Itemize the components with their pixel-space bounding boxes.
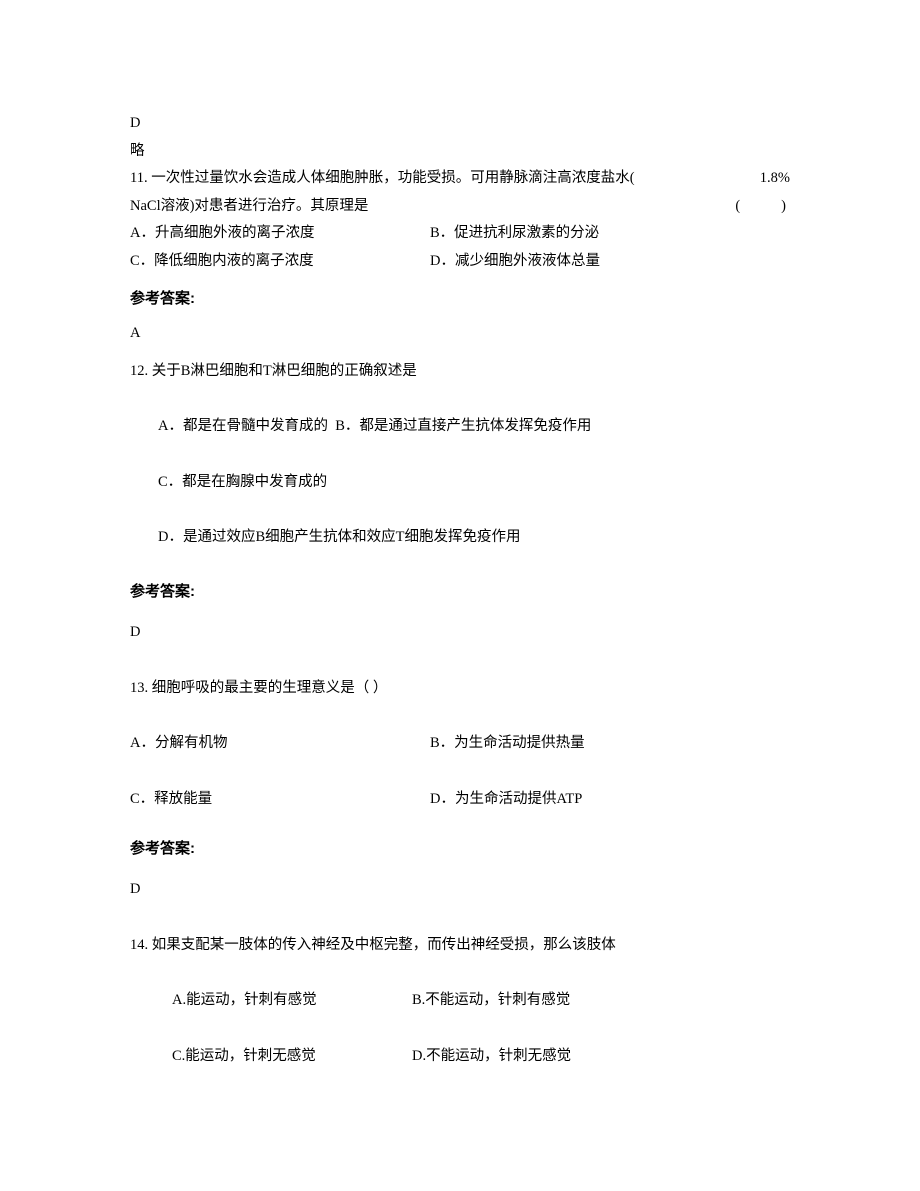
q11-option-c: C．降低细胞内液的离子浓度 <box>130 248 430 276</box>
q12-stem: 12. 关于B淋巴细胞和T淋巴细胞的正确叙述是 <box>130 358 790 386</box>
q11-option-b: B．促进抗利尿激素的分泌 <box>430 220 790 248</box>
q14-options-row2: C.能运动，针刺无感觉 D.不能运动，针刺无感觉 <box>130 1043 790 1071</box>
q12-option-a: A．都是在骨髓中发育成的 <box>158 418 328 434</box>
q14-stem: 14. 如果支配某一肢体的传入神经及中枢完整，而传出神经受损，那么该肢体 <box>130 932 790 960</box>
q11-option-a: A．升高细胞外液的离子浓度 <box>130 220 430 248</box>
q13-options-row1: A．分解有机物 B．为生命活动提供热量 <box>130 730 790 758</box>
q11-line2: NaCl溶液)对患者进行治疗。其原理是 ( ) <box>130 193 790 221</box>
q12-option-d: D．是通过效应B细胞产生抗体和效应T细胞发挥免疫作用 <box>130 524 790 552</box>
q14-option-c: C.能运动，针刺无感觉 <box>172 1043 412 1071</box>
q11-options-row1: A．升高细胞外液的离子浓度 B．促进抗利尿激素的分泌 <box>130 220 790 248</box>
prev-explanation: 略 <box>130 138 790 166</box>
q12-options-ab: A．都是在骨髓中发育成的 B．都是通过直接产生抗体发挥免疫作用 <box>130 413 790 441</box>
q11-blank-paren: ( ) <box>735 193 790 221</box>
q13-answer-label: 参考答案: <box>130 837 790 858</box>
q11-line1-right: 1.8% <box>760 165 790 193</box>
q13-option-c: C．释放能量 <box>130 786 430 814</box>
q11-answer: A <box>130 320 790 348</box>
q11-option-d: D．减少细胞外液液体总量 <box>430 248 790 276</box>
q12-option-c: C．都是在胸腺中发育成的 <box>130 469 790 497</box>
q14-option-b: B.不能运动，针刺有感觉 <box>412 987 570 1015</box>
q13-option-a: A．分解有机物 <box>130 730 430 758</box>
q14-options-row1: A.能运动，针刺有感觉 B.不能运动，针刺有感觉 <box>130 987 790 1015</box>
q13-option-d: D．为生命活动提供ATP <box>430 786 790 814</box>
q11-options-row2: C．降低细胞内液的离子浓度 D．减少细胞外液液体总量 <box>130 248 790 276</box>
q11-line1-left: 11. 一次性过量饮水会造成人体细胞肿胀，功能受损。可用静脉滴注高浓度盐水( <box>130 165 635 193</box>
q11-line1: 11. 一次性过量饮水会造成人体细胞肿胀，功能受损。可用静脉滴注高浓度盐水( 1… <box>130 165 790 193</box>
q11-answer-label: 参考答案: <box>130 287 790 308</box>
q11-line2-left: NaCl溶液)对患者进行治疗。其原理是 <box>130 193 368 221</box>
q14-option-a: A.能运动，针刺有感觉 <box>172 987 412 1015</box>
q13-stem: 13. 细胞呼吸的最主要的生理意义是（ ） <box>130 675 790 703</box>
prev-answer: D <box>130 110 790 138</box>
q12-option-b: B．都是通过直接产生抗体发挥免疫作用 <box>335 418 591 434</box>
q12-answer-label: 参考答案: <box>130 580 790 601</box>
q13-answer: D <box>130 876 790 904</box>
q11-number: 11. <box>130 170 151 186</box>
q11-text-left: 一次性过量饮水会造成人体细胞肿胀，功能受损。可用静脉滴注高浓度盐水( <box>151 170 634 186</box>
q13-option-b: B．为生命活动提供热量 <box>430 730 790 758</box>
q12-answer: D <box>130 619 790 647</box>
q14-option-d: D.不能运动，针刺无感觉 <box>412 1043 571 1071</box>
q13-options-row2: C．释放能量 D．为生命活动提供ATP <box>130 786 790 814</box>
